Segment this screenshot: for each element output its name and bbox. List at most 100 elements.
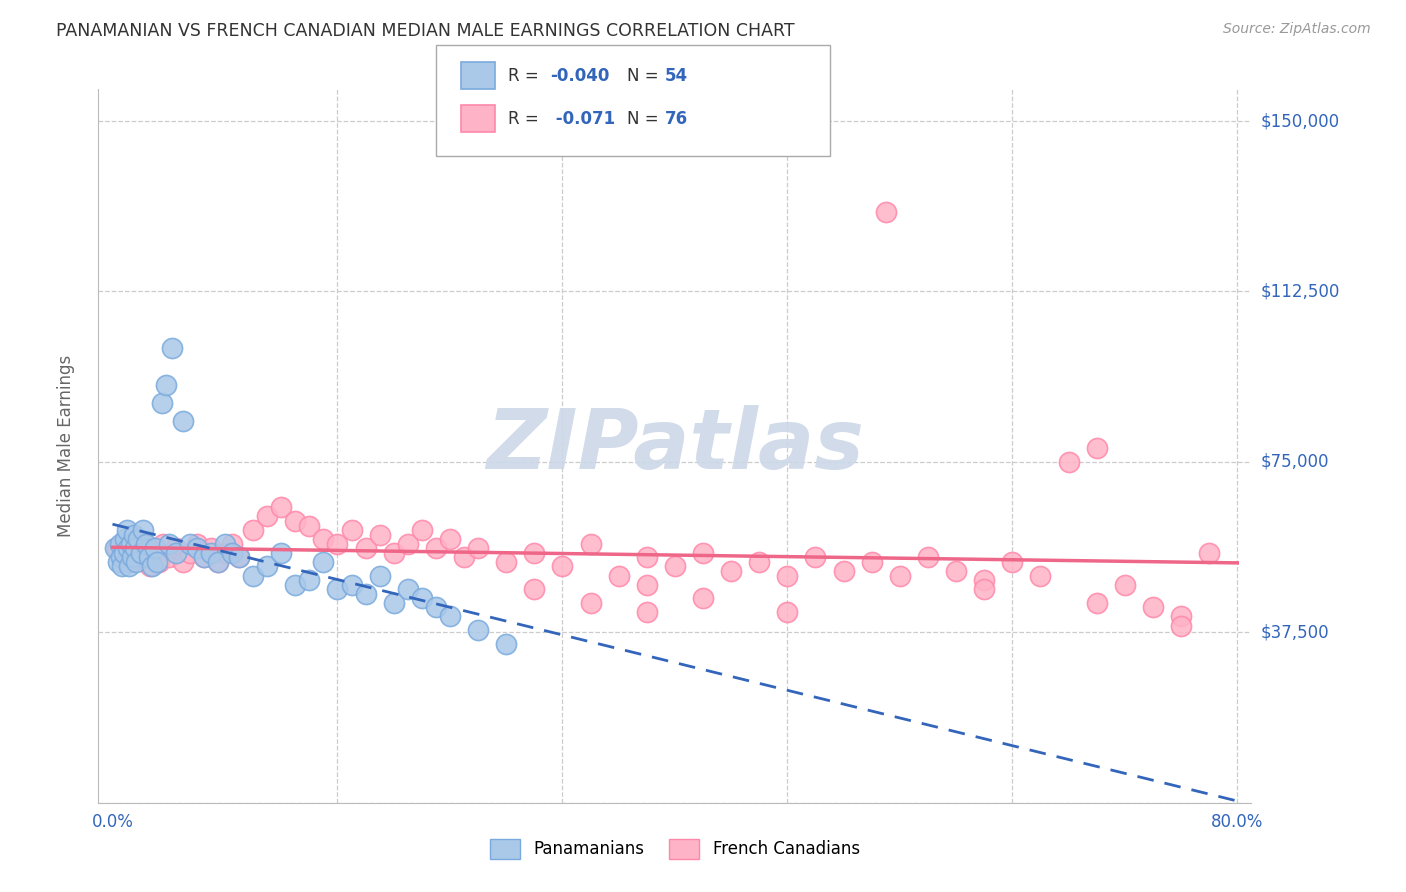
Point — [1085, 442, 1108, 456]
Point — [107, 555, 129, 569]
Point — [973, 573, 995, 587]
Point — [368, 527, 391, 541]
Text: 54: 54 — [665, 67, 688, 85]
Text: $112,500: $112,500 — [1261, 283, 1340, 301]
Point — [664, 559, 686, 574]
Text: N =: N = — [627, 67, 664, 85]
Point — [1085, 596, 1108, 610]
Point — [1170, 618, 1192, 632]
Point — [425, 541, 447, 556]
Text: N =: N = — [627, 110, 664, 128]
Point — [122, 546, 145, 560]
Point — [160, 341, 183, 355]
Point — [439, 532, 461, 546]
Point — [636, 577, 658, 591]
Point — [152, 537, 174, 551]
Y-axis label: Median Male Earnings: Median Male Earnings — [56, 355, 75, 537]
Point — [579, 537, 602, 551]
Point — [214, 537, 236, 551]
Point — [143, 541, 166, 556]
Point — [284, 577, 307, 591]
Point — [112, 546, 135, 560]
Point — [776, 605, 799, 619]
Legend: Panamanians, French Canadians: Panamanians, French Canadians — [484, 832, 866, 866]
Point — [270, 546, 292, 560]
Point — [132, 523, 155, 537]
Point — [143, 546, 166, 560]
Point — [214, 546, 236, 560]
Point — [122, 527, 145, 541]
Point — [221, 537, 243, 551]
Point — [312, 532, 335, 546]
Point — [425, 600, 447, 615]
Point — [382, 596, 405, 610]
Point — [1001, 555, 1024, 569]
Point — [138, 550, 160, 565]
Point — [439, 609, 461, 624]
Point — [186, 541, 208, 556]
Point — [108, 537, 131, 551]
Point — [860, 555, 883, 569]
Text: $150,000: $150,000 — [1261, 112, 1340, 130]
Point — [135, 537, 157, 551]
Point — [917, 550, 939, 565]
Point — [692, 591, 714, 606]
Point — [636, 550, 658, 565]
Text: 76: 76 — [665, 110, 688, 128]
Point — [1198, 546, 1220, 560]
Point — [1057, 455, 1080, 469]
Point — [354, 587, 377, 601]
Point — [453, 550, 475, 565]
Point — [135, 541, 157, 556]
Text: R =: R = — [508, 67, 544, 85]
Point — [692, 546, 714, 560]
Point — [150, 396, 173, 410]
Point — [165, 541, 187, 556]
Point — [804, 550, 827, 565]
Point — [551, 559, 574, 574]
Point — [114, 532, 136, 546]
Point — [172, 414, 194, 428]
Point — [105, 541, 128, 556]
Point — [179, 537, 201, 551]
Point — [1170, 609, 1192, 624]
Point — [172, 555, 194, 569]
Text: $75,000: $75,000 — [1261, 453, 1330, 471]
Point — [945, 564, 967, 578]
Point — [207, 555, 229, 569]
Point — [1029, 568, 1052, 582]
Point — [340, 577, 363, 591]
Point — [326, 582, 349, 597]
Point — [411, 591, 433, 606]
Point — [110, 550, 132, 565]
Point — [117, 541, 139, 556]
Point — [157, 550, 180, 565]
Point — [832, 564, 855, 578]
Text: PANAMANIAN VS FRENCH CANADIAN MEDIAN MALE EARNINGS CORRELATION CHART: PANAMANIAN VS FRENCH CANADIAN MEDIAN MAL… — [56, 22, 794, 40]
Point — [1114, 577, 1136, 591]
Point — [207, 555, 229, 569]
Point — [111, 559, 134, 574]
Point — [155, 377, 177, 392]
Point — [411, 523, 433, 537]
Point — [127, 532, 149, 546]
Point — [242, 523, 264, 537]
Point — [120, 537, 142, 551]
Point — [495, 637, 517, 651]
Point — [636, 605, 658, 619]
Point — [340, 523, 363, 537]
Point — [228, 550, 250, 565]
Text: Source: ZipAtlas.com: Source: ZipAtlas.com — [1223, 22, 1371, 37]
Point — [776, 568, 799, 582]
Point — [131, 550, 153, 565]
Point — [118, 559, 141, 574]
Point — [1142, 600, 1164, 615]
Point — [141, 559, 163, 574]
Point — [104, 541, 127, 556]
Point — [221, 546, 243, 560]
Text: ZIPatlas: ZIPatlas — [486, 406, 863, 486]
Point — [148, 555, 170, 569]
Text: R =: R = — [508, 110, 544, 128]
Point — [129, 546, 152, 560]
Point — [579, 596, 602, 610]
